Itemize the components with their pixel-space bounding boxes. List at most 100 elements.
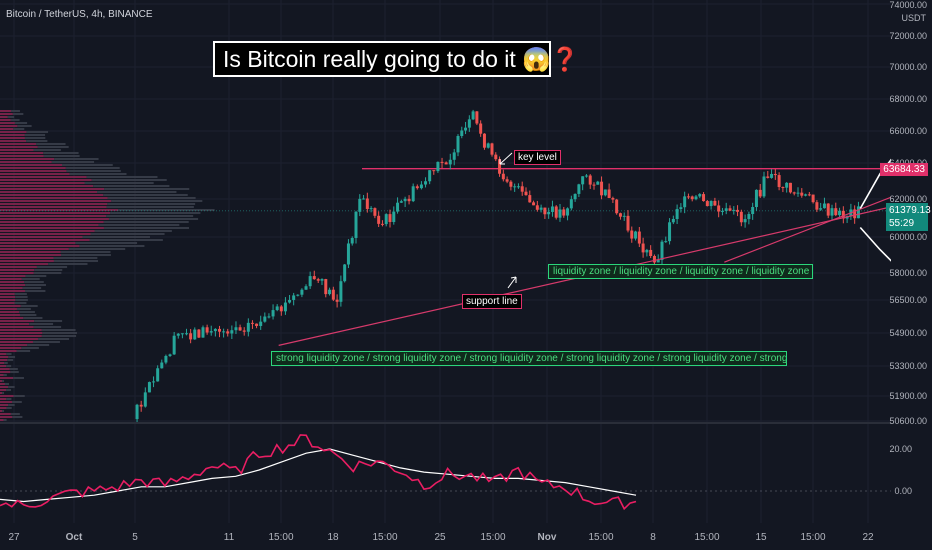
candle-body <box>354 211 358 238</box>
volume-bar-a <box>0 356 9 358</box>
title-box: Is Bitcoin really going to do it 😱❓ <box>213 41 579 77</box>
volume-bar-a <box>0 404 9 406</box>
volume-bar-b <box>13 395 25 397</box>
volume-bar-b <box>10 413 20 415</box>
candle-body <box>573 193 577 200</box>
candle-body <box>242 330 246 332</box>
volume-bar-a <box>0 221 104 223</box>
candle-body <box>634 231 638 239</box>
candle-body <box>156 368 160 382</box>
volume-bar-a <box>0 125 18 127</box>
volume-bar-b <box>10 110 20 112</box>
volume-bar-b <box>22 287 42 289</box>
volume-bar-a <box>0 365 7 367</box>
candle-body <box>822 203 826 209</box>
price-tick-label: 70000.00 <box>889 62 927 72</box>
candle-body <box>486 143 490 148</box>
volume-bar-b <box>4 383 10 385</box>
volume-bar-a <box>0 299 16 301</box>
chart-title: Is Bitcoin really going to do it 😱❓ <box>223 45 580 72</box>
candle-body <box>743 219 747 223</box>
candle-body <box>320 279 324 281</box>
volume-bar-b <box>7 359 14 361</box>
volume-bar-a <box>0 368 10 370</box>
candle-body <box>652 256 656 263</box>
candle-body <box>754 189 758 208</box>
candle-body <box>596 181 600 185</box>
volume-bar-a <box>0 119 11 121</box>
volume-bar-b <box>11 401 22 403</box>
volume-bar-b <box>79 245 145 247</box>
candle-body <box>452 152 456 160</box>
candle-body <box>312 276 316 280</box>
volume-bar-b <box>106 206 194 208</box>
indicator-line <box>0 434 637 511</box>
volume-bar-b <box>51 161 95 163</box>
candle-body <box>362 198 366 200</box>
support-line-label: support line <box>462 294 522 309</box>
indicator-tick-label: 20.00 <box>889 444 912 454</box>
candle-body <box>172 335 176 355</box>
indicator-ma-line <box>0 448 637 503</box>
candle-body <box>456 136 460 153</box>
candle-body <box>717 205 721 212</box>
candle-body <box>630 230 634 239</box>
candle-body <box>343 264 347 282</box>
volume-bar-a <box>0 371 11 373</box>
volume-bar-b <box>93 185 170 187</box>
candle-body <box>562 209 566 216</box>
candle-body <box>649 249 653 257</box>
candle-body <box>535 205 539 210</box>
volume-bar-a <box>0 326 34 328</box>
volume-bar-b <box>103 221 189 223</box>
volume-bar-b <box>2 380 4 382</box>
candle-body <box>724 208 728 211</box>
volume-bar-a <box>0 224 99 226</box>
volume-bar-a <box>0 335 42 337</box>
indicator-axis: 20.00 0.00 <box>889 444 912 496</box>
volume-bar-b <box>10 119 20 121</box>
candle-body <box>380 223 384 225</box>
time-tick-label: 27 <box>8 532 20 543</box>
candle-body <box>316 279 320 281</box>
volume-bar-a <box>0 269 35 271</box>
candle-body <box>705 201 709 207</box>
candle-body <box>209 331 213 333</box>
volume-bar-b <box>33 149 61 151</box>
volume-bar-a <box>0 206 107 208</box>
candle-body <box>762 176 766 197</box>
candle-body <box>736 209 740 212</box>
candle-body <box>819 208 823 210</box>
candle-body <box>197 329 201 338</box>
candle-body <box>369 208 373 210</box>
volume-bar-b <box>8 356 16 358</box>
time-tick-label: 5 <box>132 532 138 543</box>
candle-body <box>460 130 464 137</box>
volume-bar-a <box>0 218 109 220</box>
candle-body <box>494 154 498 160</box>
candle-body <box>539 207 543 210</box>
time-tick-label: 25 <box>434 532 446 543</box>
candle-body <box>331 289 335 300</box>
volume-bar-a <box>0 314 20 316</box>
candle-body <box>804 194 808 196</box>
volume-bar-b <box>20 305 38 307</box>
volume-bar-a <box>0 263 49 265</box>
symbol-info[interactable]: Bitcoin / TetherUS, 4h, BINANCE <box>6 9 153 20</box>
volume-bar-a <box>0 152 44 154</box>
volume-bar-a <box>0 338 38 340</box>
candle-body <box>193 329 197 340</box>
time-axis[interactable]: 27 Oct 5 11 15:00 18 15:00 25 15:00 Nov 15:00 8 15:0… <box>0 523 932 550</box>
volume-bar-b <box>36 143 66 145</box>
volume-bar-b <box>15 296 28 298</box>
candle-body <box>679 207 683 210</box>
volume-bar-b <box>90 233 165 235</box>
candle-body <box>796 192 800 194</box>
volume-bar-b <box>14 122 28 124</box>
volume-bar-b <box>103 194 188 196</box>
unit-text: USDT <box>901 13 927 23</box>
volume-bar-b <box>25 275 47 277</box>
price-tick-label: 60000.00 <box>889 232 927 242</box>
candle-body <box>304 286 308 290</box>
